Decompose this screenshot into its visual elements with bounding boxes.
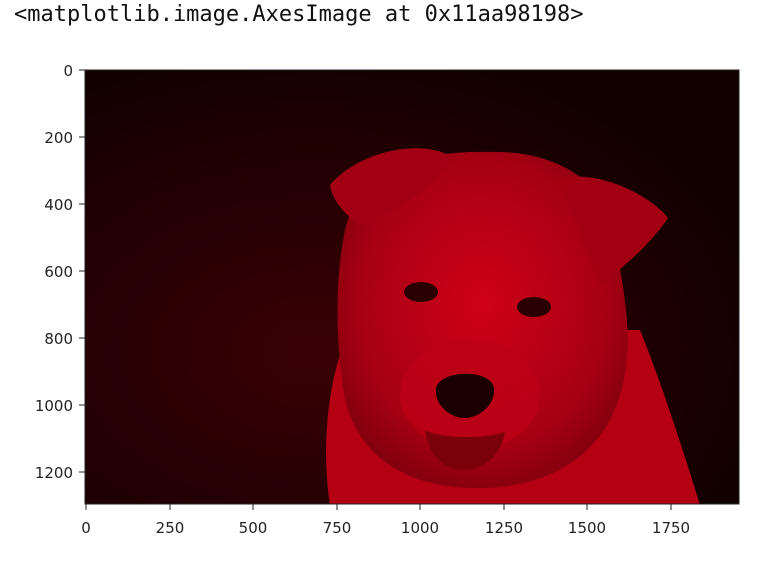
y-tick-label: 400 bbox=[44, 196, 73, 214]
y-tick-label: 800 bbox=[44, 330, 73, 348]
x-tick-label: 0 bbox=[81, 519, 91, 537]
puppy-left-ear bbox=[330, 148, 448, 225]
cell-output-text: <matplotlib.image.AxesImage at 0x11aa981… bbox=[14, 2, 584, 27]
x-axis: 0 250 500 750 1000 1250 1500 1750 bbox=[81, 504, 690, 537]
x-tick-label: 1250 bbox=[485, 519, 523, 537]
puppy-nose bbox=[435, 373, 495, 418]
y-tick-label: 1000 bbox=[35, 397, 73, 415]
x-tick-label: 1000 bbox=[401, 519, 439, 537]
x-tick-label: 1750 bbox=[652, 519, 690, 537]
y-axis: 0 200 400 600 800 1000 1200 bbox=[35, 62, 85, 482]
puppy-mouth bbox=[425, 430, 505, 470]
axes-frame bbox=[84, 69, 740, 505]
x-tick-label: 1500 bbox=[568, 519, 606, 537]
x-tick-label: 750 bbox=[323, 519, 352, 537]
puppy-right-ear bbox=[560, 176, 668, 285]
x-tick-label: 250 bbox=[156, 519, 185, 537]
y-tick-label: 200 bbox=[44, 129, 73, 147]
y-tick-label: 0 bbox=[63, 62, 73, 80]
puppy-left-eye bbox=[404, 282, 438, 302]
y-tick-label: 600 bbox=[44, 263, 73, 281]
puppy-image bbox=[85, 70, 739, 504]
puppy-right-eye bbox=[517, 297, 551, 317]
y-tick-label: 1200 bbox=[35, 464, 73, 482]
x-tick-label: 500 bbox=[239, 519, 268, 537]
